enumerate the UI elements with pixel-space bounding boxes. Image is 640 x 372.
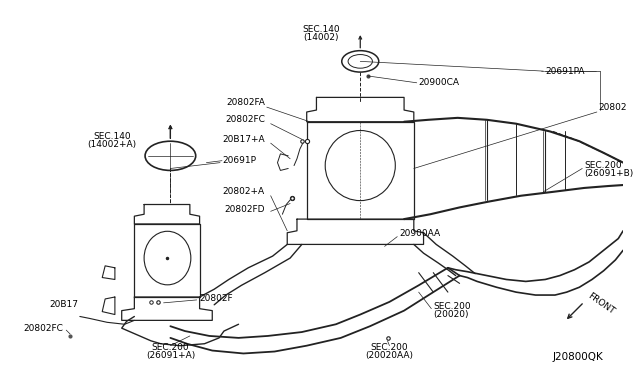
Text: SEC.140: SEC.140: [93, 132, 131, 141]
Text: (26091+A): (26091+A): [146, 351, 195, 360]
Text: 20691PA: 20691PA: [545, 67, 585, 76]
Text: (14002+A): (14002+A): [88, 140, 136, 149]
Text: 20B17+A: 20B17+A: [222, 135, 265, 144]
Text: (20020AA): (20020AA): [365, 351, 413, 360]
Text: 20802FA: 20802FA: [226, 98, 265, 107]
Text: 20802: 20802: [599, 103, 627, 112]
Text: J20800QK: J20800QK: [553, 352, 604, 362]
Text: 20900CA: 20900CA: [419, 78, 460, 87]
Text: 20802FC: 20802FC: [24, 324, 63, 333]
Text: SEC.140: SEC.140: [303, 25, 340, 34]
Text: 20802FD: 20802FD: [225, 205, 265, 214]
Text: 20900AA: 20900AA: [399, 229, 440, 238]
Text: SEC.200: SEC.200: [584, 161, 622, 170]
Text: SEC.200: SEC.200: [152, 343, 189, 352]
Text: 20691P: 20691P: [222, 156, 256, 165]
Text: (26091+B): (26091+B): [584, 169, 634, 178]
Text: FRONT: FRONT: [586, 292, 616, 317]
Text: SEC.200: SEC.200: [371, 343, 408, 352]
Text: SEC.200: SEC.200: [433, 302, 471, 311]
Text: 20802F: 20802F: [200, 295, 233, 304]
Text: (20020): (20020): [433, 310, 468, 319]
Text: (14002): (14002): [303, 32, 339, 42]
Text: 20802FC: 20802FC: [225, 115, 265, 124]
Text: 20B17: 20B17: [49, 300, 78, 309]
Text: 20802+A: 20802+A: [223, 187, 265, 196]
